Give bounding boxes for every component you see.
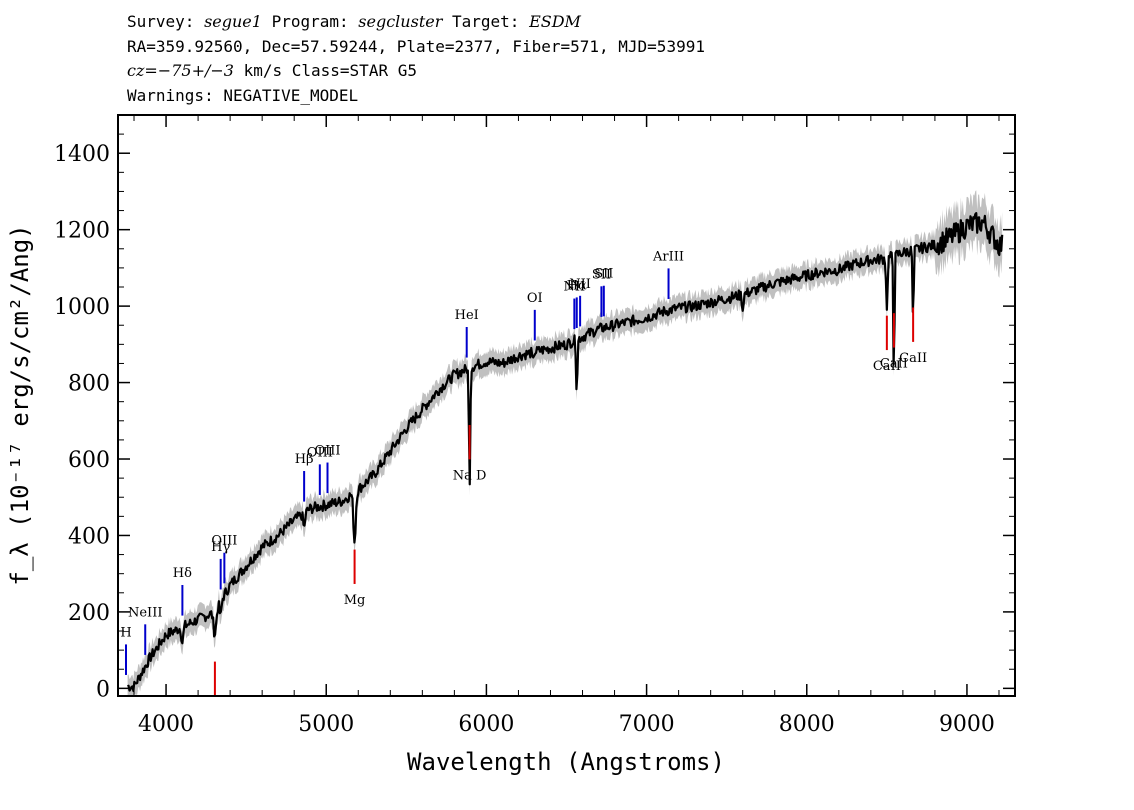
emission-absorption-markers: HNeIIIHδHγOIIIHβOIIIOIIIHeIOINIIHαNIISII… [120,249,927,696]
x-tick-label: 6000 [458,712,514,737]
line-marker-label: Hδ [173,566,192,581]
line-marker-label: OIII [211,534,237,549]
line-marker-label: Hβ [295,452,314,467]
line-marker-label: H [120,625,131,640]
program-value: segcluster [358,12,443,31]
line-marker-label: NII [564,280,586,295]
y-tick-label: 0 [96,677,110,702]
y-tick-label: 1200 [54,219,110,244]
flux-line-layer [126,212,1004,693]
y-tick-label: 1000 [54,295,110,320]
error-band [127,190,1003,696]
plot-frame [117,114,1016,697]
line-marker-label: SII [592,267,611,282]
line-marker-label: OIII [307,445,333,460]
line-marker-label: NeIII [128,605,162,620]
line-marker-label: Mg [344,593,366,608]
x-tick-label: 8000 [779,712,835,737]
line-marker-label: CaII [899,351,927,366]
target-label: Target: [452,12,520,31]
header-line-4: Warnings: NEGATIVE_MODEL [127,85,359,105]
y-tick-label: 200 [68,601,110,626]
x-tick-label: 4000 [138,712,194,737]
line-marker-label: HeI [455,308,479,323]
y-tick-label: 1400 [54,142,110,167]
line-marker-label: OI [527,291,543,306]
error-band-layer [127,190,1003,696]
header-line-3: cz=−75+/−3 km/s Class=STAR G5 [127,59,705,84]
target-value: ESDM [529,12,581,31]
line-marker-label: OIII [314,444,340,459]
flux-series-line [126,212,1004,693]
header-line-1: Survey: segue1 Program: segcluster Targe… [127,10,705,35]
header-line-2: RA=359.92560, Dec=57.59244, Plate=2377, … [127,36,705,56]
x-tick-label: 5000 [298,712,354,737]
program-label: Program: [271,12,349,31]
line-marker-label: ArIII [652,249,684,264]
line-marker-label: CaII [873,359,901,374]
survey-label: Survey: [127,12,195,31]
spectrum-header: Survey: segue1 Program: segcluster Targe… [127,10,705,108]
line-marker-label: Hγ [211,540,230,555]
line-marker-label: NII [569,277,591,292]
y-tick-label: 800 [68,372,110,397]
line-marker-label: SII [594,267,613,282]
x-tick-label: 7000 [619,712,675,737]
axes: 4000 5000 6000 7000 8000 9000 0 200 400 600 800 100… [54,114,1015,737]
y-axis-title: f_λ (10⁻¹⁷ erg/s/cm²/Ang) [6,224,34,585]
line-marker-label: CaII [880,357,908,372]
y-tick-label: 600 [68,448,110,473]
class-value: km/s Class=STAR G5 [233,61,417,80]
line-marker-label: Na D [453,468,487,483]
survey-value: segue1 [204,12,262,31]
line-marker-label: Hα [567,278,587,293]
redshift-value: cz=−75+/−3 [127,61,234,80]
y-tick-label: 400 [68,524,110,549]
x-axis-title: Wavelength (Angstroms) [407,748,725,776]
x-tick-label: 9000 [939,712,995,737]
